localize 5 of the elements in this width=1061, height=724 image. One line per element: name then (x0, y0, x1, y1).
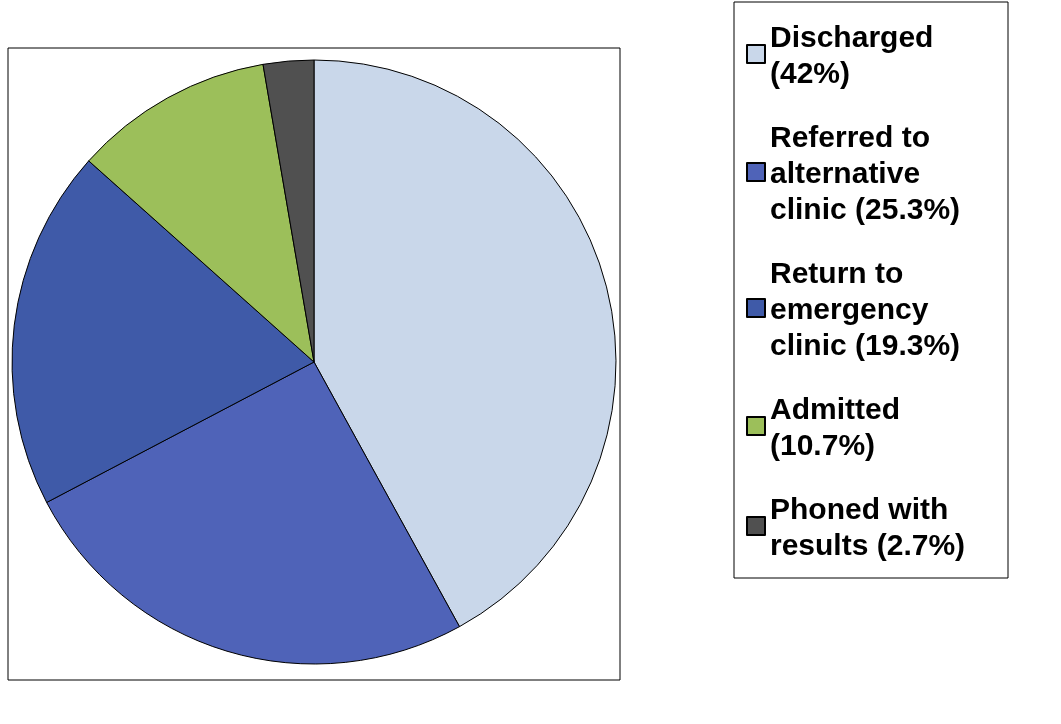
legend-label: Referred to alternative clinic (25.3%) (770, 119, 961, 225)
legend-label: Admitted (10.7%) (770, 391, 909, 461)
legend-label: Discharged (42%) (770, 19, 942, 89)
legend-label: Phoned with results (2.7%) (770, 491, 966, 561)
legend-label: Return to emergency clinic (19.3%) (770, 255, 961, 361)
